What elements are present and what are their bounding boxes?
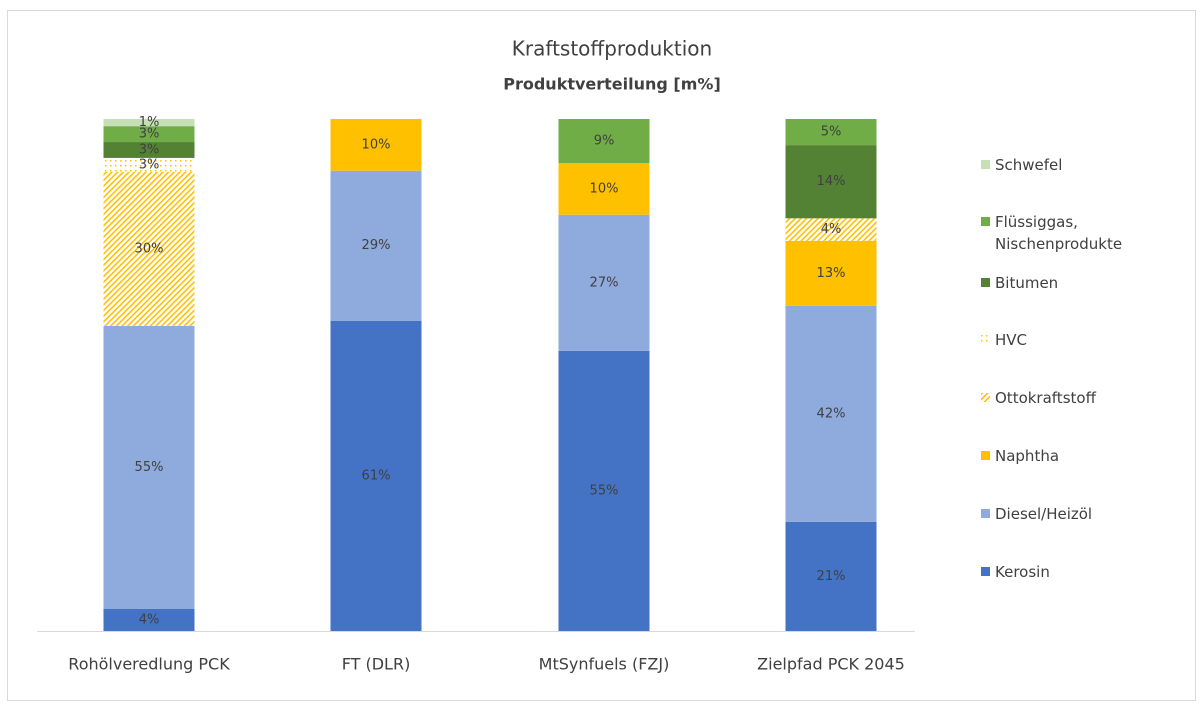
bar-segment <box>558 119 650 164</box>
legend-label: Bitumen <box>995 274 1059 292</box>
legend-label: Kerosin <box>995 563 1050 581</box>
bar-segment <box>330 320 422 631</box>
legend-marker <box>981 278 990 287</box>
legend-label: Ottokraftstoff <box>995 389 1096 407</box>
legend-marker <box>981 509 990 518</box>
data-label: 55% <box>135 460 164 475</box>
data-label: 55% <box>590 483 619 498</box>
bar-segment <box>785 145 877 219</box>
legend-marker <box>981 217 990 226</box>
data-label: 14% <box>817 174 846 189</box>
bar-segment <box>785 305 877 522</box>
chart-title: Kraftstoffproduktion <box>512 37 712 61</box>
data-label: 4% <box>821 222 842 237</box>
bar-segment <box>103 119 195 127</box>
legend-item: Flüssiggas, Nischenprodukte <box>981 211 1171 255</box>
data-label: 1% <box>139 115 160 130</box>
x-tick-label: MtSynfuels (FZJ) <box>539 655 670 674</box>
legend-label: Schwefel <box>995 156 1063 174</box>
legend-swatch <box>981 509 990 518</box>
data-label: 29% <box>362 238 391 253</box>
bar-segment <box>558 163 650 215</box>
legend-swatch <box>981 278 990 287</box>
bar-segment <box>103 325 195 609</box>
data-label: 10% <box>362 137 391 152</box>
legend-item: Kerosin <box>981 561 1171 583</box>
legend-item: Bitumen <box>981 272 1171 294</box>
data-label: 42% <box>817 406 846 421</box>
legend-item: Diesel/Heizöl <box>981 503 1171 525</box>
data-label: 13% <box>817 266 846 281</box>
bar-segment <box>785 218 877 241</box>
x-tick-label: Zielpfad PCK 2045 <box>757 655 905 674</box>
legend-swatch <box>981 335 990 344</box>
legend-item: Naphtha <box>981 445 1171 467</box>
bar-segment <box>103 142 195 158</box>
legend-marker <box>981 335 990 344</box>
bar-segment <box>330 170 422 321</box>
legend-item: Ottokraftstoff <box>981 387 1171 409</box>
data-label: 61% <box>362 468 391 483</box>
bar-segment <box>103 171 195 326</box>
data-label: 30% <box>135 241 164 256</box>
legend-marker <box>981 567 990 576</box>
data-label: 5% <box>821 125 842 140</box>
legend-swatch <box>981 393 990 402</box>
bar-segment <box>558 350 650 631</box>
data-label: 3% <box>139 127 160 142</box>
data-label: 10% <box>590 181 619 196</box>
data-label: 3% <box>139 157 160 172</box>
data-label: 3% <box>139 142 160 157</box>
x-tick-label: Rohölveredlung PCK <box>68 655 230 674</box>
legend-item: HVC <box>981 329 1171 351</box>
legend-swatch <box>981 451 990 460</box>
bar-segment <box>785 119 877 146</box>
legend-label: Flüssiggas, Nischenprodukte <box>995 213 1123 253</box>
bar-segment <box>103 126 195 143</box>
bar-segment <box>330 119 422 171</box>
legend-label: HVC <box>995 331 1028 349</box>
bar-segment <box>785 521 877 631</box>
bar-segment <box>558 214 650 351</box>
chart-border <box>7 10 1196 701</box>
data-label: 4% <box>139 612 160 627</box>
x-tick-label: FT (DLR) <box>342 655 411 674</box>
bar-segment <box>103 157 195 172</box>
bar-segment <box>103 608 195 631</box>
legend-marker <box>981 451 990 460</box>
bar-segment <box>785 240 877 306</box>
legend-swatch <box>981 217 990 226</box>
data-label: 27% <box>590 275 619 290</box>
legend-item: Schwefel <box>981 154 1171 176</box>
data-label: 21% <box>817 569 846 584</box>
chart-subtitle: Produktverteilung [m%] <box>503 75 721 94</box>
legend-label: Diesel/Heizöl <box>995 505 1093 523</box>
legend-swatch <box>981 160 990 169</box>
legend-swatch <box>981 567 990 576</box>
legend-label: Naphtha <box>995 447 1060 465</box>
legend-marker <box>981 160 990 169</box>
legend-marker <box>981 393 990 402</box>
data-label: 9% <box>594 134 615 149</box>
